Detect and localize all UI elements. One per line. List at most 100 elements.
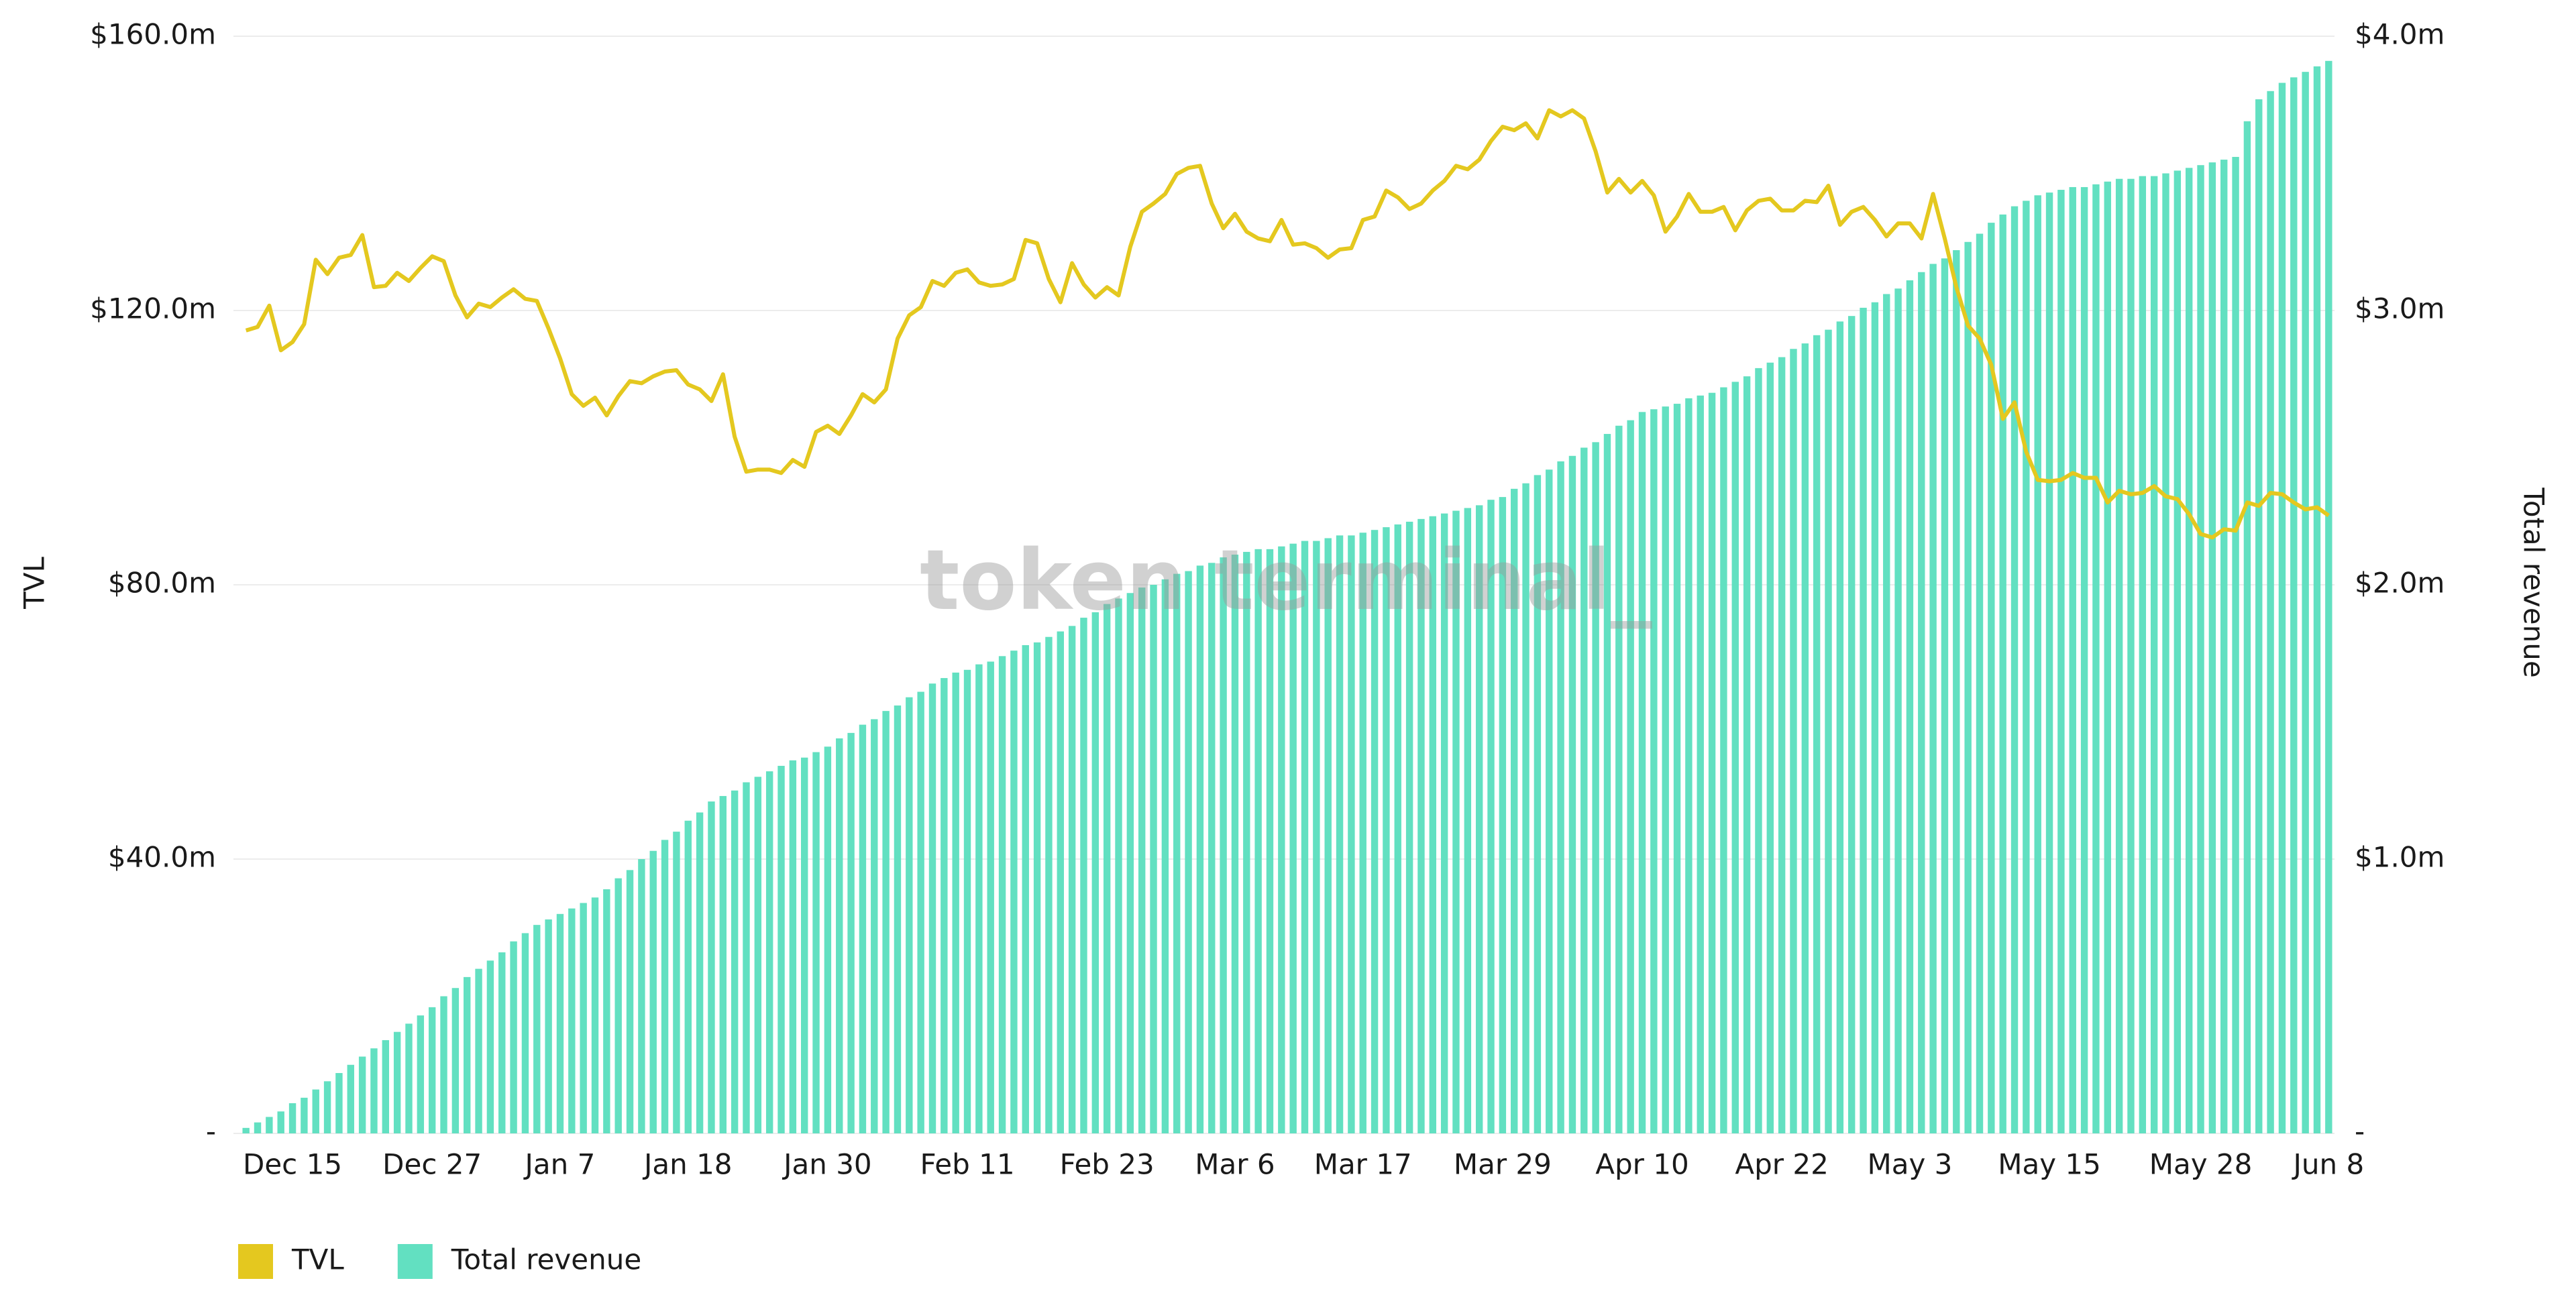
lines: [245, 108, 2330, 540]
bar: [1871, 302, 1879, 1134]
x-tick-label: May 15: [1998, 1148, 2101, 1181]
bar: [1208, 563, 1216, 1133]
bar: [277, 1111, 284, 1133]
bar: [2162, 173, 2169, 1133]
bar: [1348, 535, 1355, 1133]
legend: TVL Total revenue: [238, 1243, 641, 1279]
bar: [684, 820, 692, 1133]
bar: [952, 672, 959, 1133]
bar: [1755, 368, 1762, 1133]
bar: [963, 669, 971, 1133]
bar: [1848, 316, 1856, 1134]
bar: [1953, 250, 1960, 1133]
bar: [1906, 280, 1914, 1133]
bar: [1860, 307, 1867, 1133]
bar: [1580, 447, 1588, 1133]
bar: [1196, 565, 1204, 1133]
bar: [1499, 497, 1507, 1133]
y-tick-label: $80.0m: [108, 567, 216, 600]
bar: [894, 705, 902, 1133]
bar: [1941, 258, 1949, 1133]
bar: [649, 850, 657, 1133]
x-tick-label: Jan 30: [782, 1148, 872, 1181]
bar: [638, 859, 645, 1133]
x-tick-label: Dec 15: [243, 1148, 342, 1181]
bar: [824, 746, 832, 1133]
x-tick-label: Jan 7: [523, 1148, 596, 1181]
bar: [1045, 636, 1053, 1133]
bar: [1185, 571, 1192, 1133]
x-tick-label: Dec 27: [382, 1148, 482, 1181]
bar: [998, 656, 1006, 1133]
bar: [1743, 376, 1751, 1134]
bar: [2045, 192, 2053, 1133]
x-tick-label: May 3: [1867, 1148, 1952, 1181]
bar: [568, 908, 576, 1133]
bar: [1685, 398, 1693, 1133]
y2-axis-title: Total revenue: [2518, 487, 2551, 677]
bar: [906, 697, 913, 1133]
x-tick-label: May 28: [2149, 1148, 2253, 1181]
bar: [1511, 488, 1518, 1133]
bar: [335, 1073, 343, 1133]
bar: [591, 897, 599, 1133]
x-tick-label: Mar 29: [1454, 1148, 1552, 1181]
bar: [242, 1127, 250, 1133]
bar: [1790, 349, 1797, 1133]
bar: [2057, 190, 2065, 1133]
bar: [1313, 541, 1320, 1133]
bar: [1371, 530, 1379, 1133]
bar: [475, 968, 482, 1133]
x-tick-label: Jun 8: [2291, 1148, 2364, 1181]
bar: [1359, 532, 1366, 1133]
x-tick-label: Jan 18: [642, 1148, 733, 1181]
bar: [1697, 395, 1704, 1133]
bar: [801, 757, 808, 1133]
bar: [1440, 513, 1448, 1133]
bar: [498, 952, 506, 1133]
line: [245, 108, 2330, 540]
bar: [917, 691, 924, 1133]
bar: [1033, 642, 1041, 1133]
bar: [2243, 121, 2251, 1133]
labels: - $40.0m $80.0m $120.0m $160.0m - $1.0m $2.0m $3…: [90, 18, 2445, 1181]
bar: [1568, 455, 1576, 1133]
bar: [2010, 206, 2019, 1134]
bar: [1522, 483, 1529, 1133]
bar: [731, 790, 739, 1133]
bar: [2208, 162, 2216, 1133]
bar: [1929, 264, 1937, 1134]
bar: [1487, 500, 1495, 1133]
bar: [533, 925, 541, 1133]
bar: [847, 732, 855, 1133]
bar: [1673, 404, 1681, 1133]
bar: [928, 683, 936, 1133]
x-tick-label: Feb 23: [1060, 1148, 1155, 1181]
bar: [696, 812, 704, 1133]
bar: [987, 661, 994, 1133]
bar: [1988, 223, 1995, 1133]
bar: [2255, 99, 2263, 1133]
bar: [975, 664, 983, 1133]
bar: [254, 1122, 262, 1133]
bar: [2034, 195, 2041, 1134]
bar: [1150, 585, 1157, 1133]
bar: [1068, 626, 1076, 1133]
y-tick-label: $40.0m: [108, 841, 216, 874]
bar: [1813, 335, 1821, 1133]
bar: [486, 960, 494, 1133]
bar: [2139, 176, 2147, 1134]
x-tick-label: Mar 6: [1195, 1148, 1275, 1181]
bar: [451, 988, 460, 1133]
bar: [1894, 288, 1902, 1133]
x-tick-label: Feb 11: [920, 1148, 1014, 1181]
bar: [312, 1089, 319, 1133]
bar: [1429, 516, 1437, 1133]
bar: [1615, 425, 1623, 1133]
bar: [1999, 214, 2006, 1134]
bar: [754, 777, 762, 1133]
y2-tick-label: $1.0m: [2355, 841, 2445, 874]
bar: [510, 941, 517, 1133]
bar: [1825, 329, 1832, 1133]
